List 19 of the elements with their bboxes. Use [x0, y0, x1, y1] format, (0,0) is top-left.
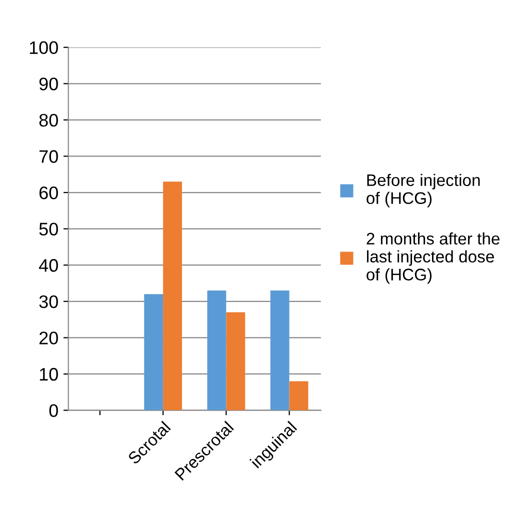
y-tick-label: 10: [40, 368, 58, 381]
y-tick-label: 40: [38, 259, 58, 272]
y-tick-label: 100: [30, 41, 58, 54]
y-tick-label: 0: [49, 404, 58, 417]
y-tick-label: 20: [39, 332, 58, 344]
bar: [207, 290, 226, 410]
bar: [163, 182, 182, 410]
y-tick-label: 70: [40, 150, 58, 163]
y-tick-label: 50: [39, 222, 58, 236]
bar: [226, 312, 246, 410]
y-tick-label: 60: [39, 186, 58, 200]
bar: [289, 381, 308, 410]
y-tick-label: 90: [39, 78, 58, 90]
y-tick-label: 30: [39, 295, 58, 308]
bar: [144, 294, 164, 410]
legend-label: Before injection of (HCG): [366, 174, 480, 208]
legend-label: 2 months after the last injected dose of (HCG): [366, 232, 500, 284]
bar: [270, 290, 290, 410]
y-tick-label: 80: [39, 114, 58, 127]
